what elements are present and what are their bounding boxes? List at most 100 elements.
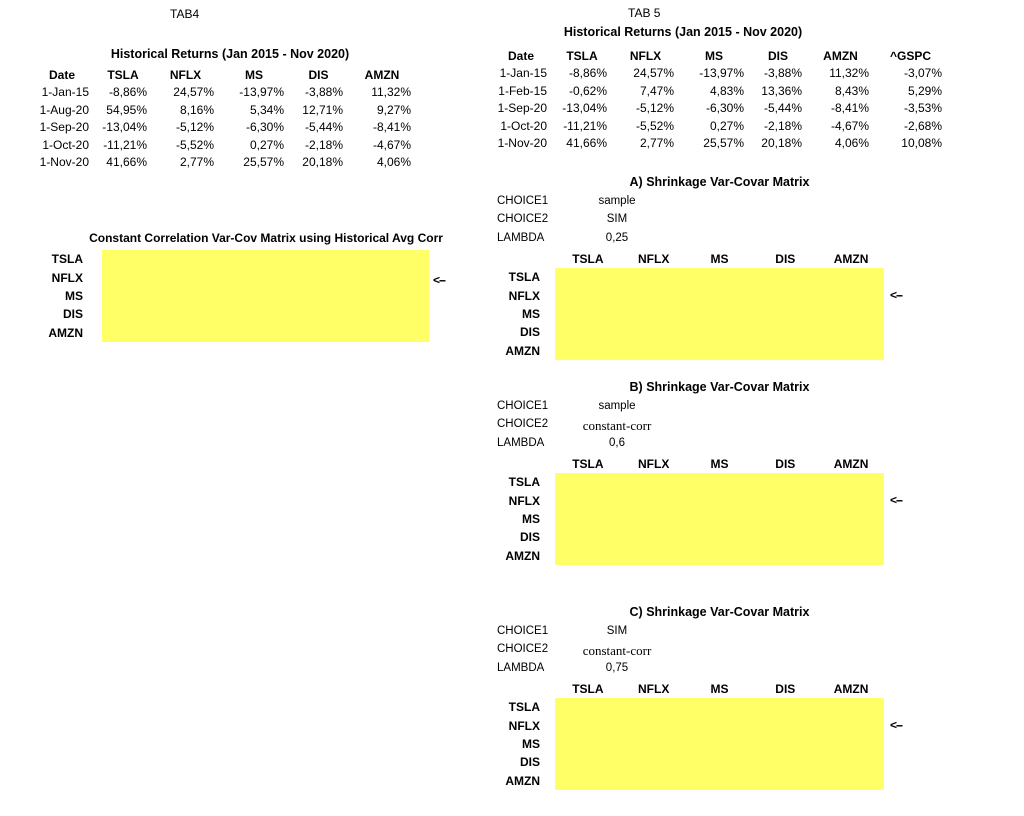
section-title: C) Shrinkage Var-Covar Matrix [629, 605, 810, 619]
table-row: 1-Nov-20 41,66% 2,77% 25,57% 20,18% 4,06… [490, 135, 947, 153]
matrix-col-label: AMZN [833, 457, 869, 471]
matrix-highlight-range[interactable] [555, 698, 884, 790]
param-value[interactable]: SIM [606, 213, 628, 225]
matrix-row-label: MS [522, 736, 540, 751]
param-label: LAMBDA [497, 232, 545, 244]
param-value[interactable]: constant-corr [582, 643, 652, 658]
matrix-row-label: AMZN [48, 325, 83, 340]
value-cell: -13,04% [562, 101, 607, 116]
date-cell: 1-Sep-20 [39, 120, 89, 135]
value-cell: -8,86% [568, 66, 607, 81]
column-header: Date [48, 67, 75, 82]
matrix-col-label: NFLX [638, 252, 670, 266]
value-cell: -3,53% [903, 101, 942, 116]
value-cell: -5,12% [635, 101, 674, 116]
value-cell: 11,32% [829, 66, 869, 81]
section-title: B) Shrinkage Var-Covar Matrix [629, 380, 810, 394]
date-cell: 1-Jan-15 [41, 85, 89, 100]
param-value[interactable]: sample [598, 195, 636, 207]
matrix-highlight-range[interactable] [555, 268, 884, 360]
value-cell: -5,44% [304, 120, 343, 135]
column-header: AMZN [823, 48, 858, 63]
right-returns-table: Date TSLA NFLX MS DIS AMZN ^GSPC 1-Jan-1… [490, 47, 947, 152]
date-cell: 1-Oct-20 [42, 137, 89, 152]
value-cell: -2,18% [304, 137, 343, 152]
matrix-col-label: MS [710, 682, 729, 696]
matrix-row-label: TSLA [508, 700, 540, 715]
table-row: 1-Oct-20 -11,21% -5,52% 0,27% -2,18% -4,… [30, 136, 416, 154]
param-value[interactable]: sample [598, 400, 636, 412]
value-cell: 0,27% [249, 137, 284, 152]
shrinkage-section-b: B) Shrinkage Var-Covar Matrix CHOICE1 sa… [488, 376, 918, 566]
matrix-col-label: TSLA [572, 457, 604, 471]
value-cell: -0,62% [568, 83, 607, 98]
matrix-col-label: DIS [775, 682, 796, 696]
matrix-col-label: TSLA [572, 252, 604, 266]
matrix-col-label: MS [710, 457, 729, 471]
value-cell: 25,57% [703, 136, 744, 151]
param-value[interactable]: SIM [606, 625, 628, 637]
matrix-row-labels: TSLA NFLX MS DIS AMZN [488, 268, 540, 360]
matrix-row-label: DIS [62, 307, 83, 322]
matrix-row-label: AMZN [505, 548, 540, 563]
column-header: ^GSPC [889, 48, 931, 63]
param-label: CHOICE2 [497, 213, 549, 225]
matrix-row-label: NFLX [51, 270, 83, 285]
column-header: DIS [308, 67, 329, 82]
param-label: CHOICE1 [497, 625, 549, 637]
value-cell: 10,08% [901, 136, 942, 151]
param-label: LAMBDA [497, 437, 545, 449]
matrix-col-label: DIS [775, 252, 796, 266]
param-value[interactable]: 0,6 [609, 437, 625, 449]
date-cell: 1-Jan-15 [499, 66, 547, 81]
matrix-highlight-range[interactable] [102, 250, 429, 342]
date-cell: 1-Aug-20 [39, 102, 89, 117]
param-value[interactable]: constant-corr [582, 418, 652, 433]
value-cell: -13,04% [102, 120, 147, 135]
value-cell: -8,41% [372, 120, 411, 135]
value-cell: 11,32% [371, 85, 411, 100]
date-cell: 1-Feb-15 [498, 83, 547, 98]
date-cell: 1-Oct-20 [500, 118, 547, 133]
value-cell: 13,36% [761, 83, 802, 98]
matrix-row-labels: TSLA NFLX MS DIS AMZN [30, 250, 83, 342]
value-cell: 54,95% [106, 102, 147, 117]
param-label: CHOICE2 [497, 418, 549, 430]
matrix-col-label: DIS [775, 457, 796, 471]
shrinkage-section-a: A) Shrinkage Var-Covar Matrix CHOICE1 sa… [488, 171, 918, 361]
matrix-highlight-range[interactable] [555, 473, 884, 565]
matrix-row-label: AMZN [505, 773, 540, 788]
value-cell: -4,67% [830, 118, 869, 133]
param-value[interactable]: 0,25 [605, 232, 629, 244]
value-cell: -5,12% [175, 120, 214, 135]
matrix-row-label: AMZN [505, 343, 540, 358]
constant-corr-matrix-title: Constant Correlation Var-Cov Matrix usin… [89, 231, 443, 245]
value-cell: -2,68% [903, 118, 942, 133]
value-cell: -8,86% [108, 85, 147, 100]
value-cell: 12,71% [302, 102, 343, 117]
table-row: 1-Sep-20 -13,04% -5,12% -6,30% -5,44% -8… [490, 100, 947, 118]
matrix-col-label: AMZN [833, 682, 869, 696]
value-cell: 25,57% [243, 155, 284, 170]
table-row: 1-Nov-20 41,66% 2,77% 25,57% 20,18% 4,06… [30, 154, 416, 172]
right-returns-header-row: Date TSLA NFLX MS DIS AMZN ^GSPC [490, 47, 947, 65]
column-header: TSLA [566, 48, 598, 63]
param-value[interactable]: 0,75 [605, 662, 629, 674]
table-row: 1-Aug-20 54,95% 8,16% 5,34% 12,71% 9,27% [30, 101, 416, 119]
left-returns-table-title: Historical Returns (Jan 2015 - Nov 2020) [110, 47, 350, 61]
column-header: NFLX [629, 48, 662, 63]
column-header: MS [245, 67, 263, 82]
value-cell: -3,07% [903, 66, 942, 81]
arrow-annotation: <-- [890, 288, 903, 302]
arrow-annotation: <-- [433, 273, 446, 287]
right-tab-label: TAB 5 [628, 6, 661, 20]
date-cell: 1-Sep-20 [497, 101, 547, 116]
left-returns-header-row: Date TSLA NFLX MS DIS AMZN [30, 66, 416, 84]
date-cell: 1-Nov-20 [497, 136, 547, 151]
value-cell: -6,30% [705, 101, 744, 116]
value-cell: -3,88% [763, 66, 802, 81]
matrix-col-label: NFLX [638, 457, 670, 471]
value-cell: -11,21% [563, 118, 607, 133]
matrix-row-labels: TSLA NFLX MS DIS AMZN [488, 473, 540, 565]
